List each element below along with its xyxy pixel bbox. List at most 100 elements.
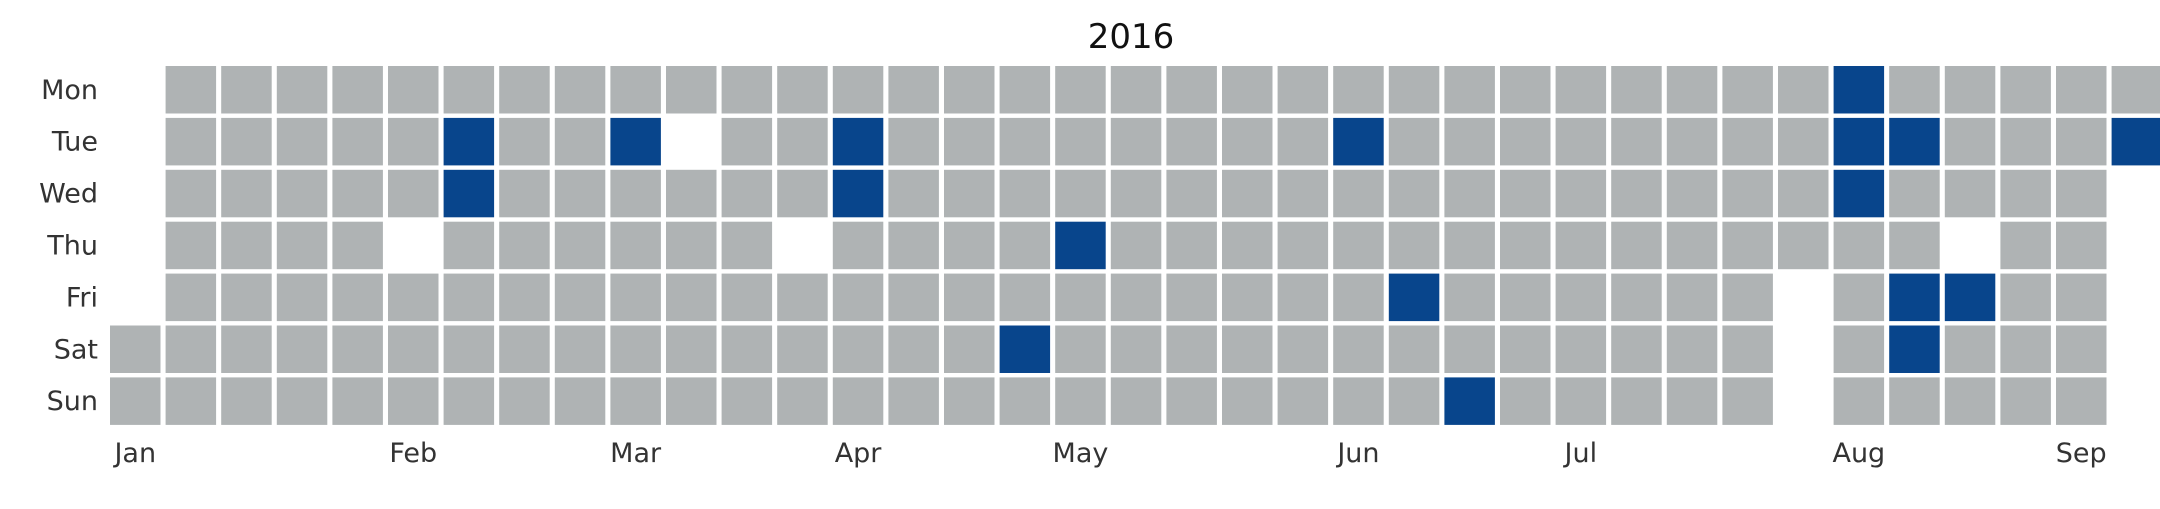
day-cell: 2016-03-19	[721, 325, 773, 373]
day-cell: 2016-08-10	[1889, 169, 1940, 218]
day-cell: 2016-07-23	[1722, 325, 1773, 373]
day-cell: 2016-01-25	[332, 66, 383, 114]
day-cell: 2016-01-02	[110, 325, 161, 373]
day-cell: 2016-07-17	[1666, 377, 1718, 425]
day-cell: 2016-02-26	[554, 273, 606, 322]
day-cell: 2016-08-25	[2000, 221, 2051, 270]
day-cell: 2016-03-25	[777, 273, 828, 322]
day-cell: 2016-06-30	[1555, 221, 1607, 270]
day-label-mon: Mon	[41, 75, 98, 106]
day-cell: 2016-07-20	[1722, 169, 1773, 218]
day-cell: 2016-05-14	[1166, 325, 1217, 373]
day-cell: 2016-05-26	[1277, 221, 1329, 270]
day-cell: 2016-04-11	[944, 66, 995, 114]
day-cell: 2016-02-19	[499, 273, 550, 322]
day-cell: 2016-06-09	[1388, 221, 1440, 270]
month-label-sep: Sep	[2056, 438, 2107, 469]
day-cell: 2016-04-10	[888, 377, 939, 425]
month-labels: Jan Feb Mar Apr May Jun Jul Aug Sep	[112, 438, 2106, 469]
day-cell-event: 2016-08-12	[1889, 273, 1940, 322]
day-cell: 2016-01-20	[276, 169, 328, 218]
day-cell: 2016-07-22	[1722, 273, 1773, 322]
day-cell: 2016-07-21	[1722, 221, 1773, 270]
day-cell: 2016-02-01	[388, 66, 439, 114]
day-cell: 2016-07-04	[1611, 66, 1662, 114]
day-cell: 2016-05-21	[1222, 325, 1273, 373]
day-cell: 2016-02-28	[554, 377, 606, 425]
day-cell: 2016-01-05	[165, 117, 217, 166]
day-cell-event: 2016-04-23	[999, 325, 1051, 373]
month-label-jan: Jan	[112, 438, 156, 469]
day-cell: 2016-04-13	[944, 169, 995, 218]
day-cell: 2016-02-18	[499, 221, 550, 270]
day-cell-event: 2016-02-10	[443, 169, 495, 218]
day-cell: 2016-08-14	[1889, 377, 1940, 425]
day-cell: 2016-05-19	[1222, 221, 1273, 270]
day-cell: 2016-03-21	[777, 66, 828, 114]
day-cell: 2016-05-05	[1110, 221, 1162, 270]
day-cell: 2016-07-27	[1778, 169, 1829, 218]
day-cell: 2016-01-06	[165, 169, 217, 218]
day-cell: 2016-05-03	[1110, 117, 1162, 166]
day-cell: 2016-03-10	[666, 221, 717, 270]
day-cell: 2016-06-07	[1388, 117, 1440, 166]
day-cell: 2016-04-09	[888, 325, 939, 373]
day-cell: 2016-06-15	[1444, 169, 1495, 218]
day-cell: 2016-05-06	[1110, 273, 1162, 322]
day-cell: 2016-05-24	[1277, 117, 1329, 166]
day-cell: 2016-01-21	[276, 221, 328, 270]
day-label-tue: Tue	[51, 127, 98, 158]
day-cell: 2016-03-09	[666, 169, 717, 218]
day-cell: 2016-01-23	[276, 325, 328, 373]
day-cell: 2016-07-01	[1555, 273, 1607, 322]
day-cell: 2016-07-08	[1611, 273, 1662, 322]
day-cell: 2016-07-19	[1722, 117, 1773, 166]
day-cell: 2016-05-17	[1222, 117, 1273, 166]
day-cell: 2016-02-14	[443, 377, 495, 425]
day-cell: 2016-06-25	[1500, 325, 1551, 373]
day-cell-event: 2016-08-03	[1833, 169, 1885, 218]
day-cell: 2016-07-25	[1778, 66, 1829, 114]
day-cell: 2016-06-05	[1333, 377, 1384, 425]
month-label-aug: Aug	[1832, 438, 1885, 469]
day-cell: 2016-01-08	[165, 273, 217, 322]
day-cell: 2016-07-09	[1611, 325, 1662, 373]
day-cell: 2016-02-25	[554, 221, 606, 270]
day-cell: 2016-06-13	[1444, 66, 1495, 114]
day-cell: 2016-05-16	[1222, 66, 1273, 114]
day-cell-event: 2016-03-30	[832, 169, 884, 218]
day-cell: 2016-03-12	[666, 325, 717, 373]
day-cell: 2016-06-02	[1333, 221, 1384, 270]
day-cell: 2016-08-05	[1833, 273, 1885, 322]
day-cell: 2016-02-20	[499, 325, 550, 373]
day-cell: 2016-06-11	[1388, 325, 1440, 373]
day-cell: 2016-04-14	[944, 221, 995, 270]
day-cell: 2016-07-10	[1611, 377, 1662, 425]
day-cell: 2016-08-17	[1944, 169, 1996, 218]
day-cell: 2016-01-28	[332, 221, 383, 270]
day-cell: 2016-08-29	[2056, 66, 2107, 114]
month-label-jul: Jul	[1563, 438, 1598, 469]
day-cell: 2016-05-18	[1222, 169, 1273, 218]
day-cell: 2016-04-02	[832, 325, 884, 373]
day-cell: 2016-07-13	[1666, 169, 1718, 218]
day-cell: 2016-02-27	[554, 325, 606, 373]
day-cell: 2016-06-03	[1333, 273, 1384, 322]
day-cell: 2016-07-05	[1611, 117, 1662, 166]
day-cell: 2016-01-11	[221, 66, 272, 114]
day-cell: 2016-06-26	[1500, 377, 1551, 425]
day-cell: 2016-01-10	[165, 377, 217, 425]
day-cell: 2016-01-29	[332, 273, 383, 322]
day-cell: 2016-04-20	[999, 169, 1051, 218]
day-cell: 2016-03-18	[721, 273, 773, 322]
day-cell: 2016-04-06	[888, 169, 939, 218]
day-cell: 2016-02-03	[388, 169, 439, 218]
day-cell: 2016-03-15	[721, 117, 773, 166]
day-cell: 2016-04-30	[1055, 325, 1106, 373]
day-label-fri: Fri	[66, 282, 98, 313]
day-cell: 2016-03-23	[777, 169, 828, 218]
day-cell-event: 2016-04-28	[1055, 221, 1106, 270]
day-cell: 2016-08-20	[1944, 325, 1996, 373]
